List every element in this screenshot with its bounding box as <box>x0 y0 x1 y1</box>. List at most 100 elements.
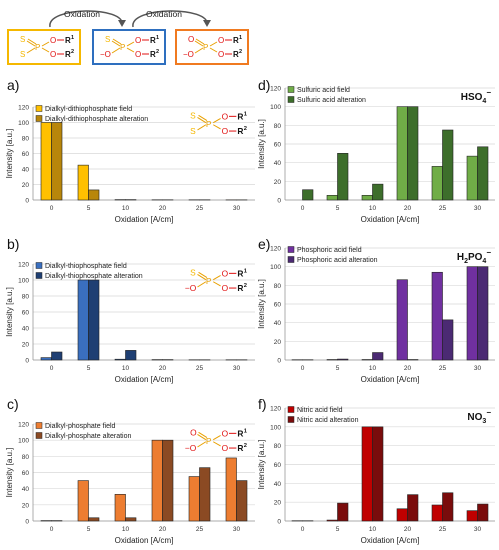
legend-entry: Sulfuric acid alteration <box>297 97 366 104</box>
chart-panel-a: a) 0 20 40 60 80 100 120 0 5 10 20 25 30 Oxidation [A/… <box>5 77 255 224</box>
panel-label: c) <box>7 396 19 412</box>
atom-label: R <box>237 126 243 136</box>
y-tick-label: 60 <box>274 462 282 469</box>
bar-b-s0-c2 <box>114 358 126 361</box>
bond-line <box>213 441 221 447</box>
bar-c-s0-c1 <box>77 480 89 522</box>
x-axis-title: Oxidation [A/cm] <box>115 375 174 384</box>
y-tick-label: 60 <box>274 142 282 149</box>
bar-a-s1-c0 <box>51 122 63 201</box>
legend-swatch <box>287 246 295 253</box>
y-tick-label: 100 <box>18 278 29 285</box>
y-tick-label: 80 <box>22 136 30 143</box>
y-tick-label: 80 <box>274 283 282 290</box>
bar-f-s0-c2 <box>361 426 373 522</box>
bar-c-s0-c4 <box>188 476 200 522</box>
y-tick-label: 20 <box>22 502 30 509</box>
legend: Sulfuric acid field Sulfuric acid alterat… <box>287 86 366 104</box>
y-tick-label: 20 <box>274 339 282 346</box>
chart-panel-e: e) 0 20 40 60 80 100 120 0 5 10 20 25 30 Oxidation [A/… <box>257 236 495 384</box>
x-tick-label: 25 <box>439 205 447 212</box>
atom-label: O <box>188 35 194 44</box>
x-tick-label: 25 <box>196 205 204 212</box>
formula-part: 4 <box>482 258 486 265</box>
ion-formula: HSO4− <box>461 88 492 105</box>
oxidation-arrow <box>49 10 123 28</box>
bond-line <box>209 41 218 47</box>
bar-a-s0-c0 <box>40 122 52 201</box>
bar-c-s0-c2 <box>114 494 126 522</box>
bond-line <box>112 38 122 45</box>
y-tick-label: 80 <box>274 123 282 130</box>
x-tick-label: 5 <box>87 205 91 212</box>
bar-b-s1-c2 <box>125 350 137 361</box>
atom-label: R <box>233 36 239 45</box>
y-tick-label: 100 <box>18 120 29 127</box>
bond-line <box>198 114 208 121</box>
y-tick-label: 100 <box>18 438 29 445</box>
x-tick-label: 30 <box>233 365 241 372</box>
bond-line <box>195 38 205 45</box>
chart-panel-f: f) 0 20 40 60 80 100 120 0 5 10 20 25 30 Oxidation [A/… <box>257 396 495 545</box>
atom-label: O <box>135 50 141 59</box>
ion-formula: NO3− <box>467 408 491 425</box>
atom-label: −O <box>183 50 194 59</box>
x-axis-title: Oxidation [A/cm] <box>115 536 174 545</box>
atom-label: O <box>218 50 224 59</box>
y-tick-label: 40 <box>274 481 282 488</box>
bond-line <box>41 41 50 47</box>
bar-c-s1-c2 <box>125 517 137 522</box>
x-tick-label: 0 <box>301 526 305 533</box>
bar-c-s1-c4 <box>199 467 211 522</box>
atom-label: R <box>233 50 239 59</box>
bar-f-s1-c5 <box>477 503 489 522</box>
atom-label: 2 <box>244 283 247 289</box>
atom-label: 2 <box>244 126 247 132</box>
atom-label: R <box>237 429 243 439</box>
panel-label: a) <box>7 77 19 93</box>
legend-entry: Dialkyl-dithiophosphate field <box>45 106 132 113</box>
bar-d-s0-c2 <box>361 195 373 201</box>
atom-label: P <box>206 119 212 129</box>
atom-label: R <box>150 50 156 59</box>
bond-line <box>198 431 208 438</box>
y-tick-label: 20 <box>274 500 282 507</box>
formula-part: 3 <box>482 418 486 425</box>
y-tick-label: 80 <box>274 443 282 450</box>
bar-f-s0-c1 <box>326 519 338 522</box>
x-tick-label: 5 <box>87 365 91 372</box>
x-tick-label: 0 <box>50 526 54 533</box>
legend: Phosphoric acid field Phosphoric acid alt… <box>287 246 378 264</box>
bond-line <box>213 281 221 287</box>
bar-f-s0-c5 <box>466 510 478 522</box>
atom-label: 2 <box>239 49 242 55</box>
y-tick-label: 0 <box>25 519 29 526</box>
legend-entry: Dialkyl-phosphate field <box>45 423 116 430</box>
legend-entry: Dialkyl-thiophosphate field <box>45 263 127 270</box>
panel-label: e) <box>258 236 270 252</box>
y-axis-title: Intensity [a.u.] <box>257 279 266 329</box>
legend-swatch <box>35 115 43 122</box>
legend: Dialkyl-phosphate field Dialkyl-phosphate… <box>35 422 131 440</box>
y-tick-label: 120 <box>18 105 29 112</box>
bar-d-s1-c1 <box>337 153 349 201</box>
y-tick-label: 20 <box>274 179 282 186</box>
bar-b-s0-c0 <box>40 357 52 361</box>
x-tick-label: 0 <box>50 205 54 212</box>
atom-label: 2 <box>156 49 159 55</box>
y-tick-label: 40 <box>22 486 30 493</box>
bar-d-s1-c5 <box>477 146 489 201</box>
x-tick-label: 10 <box>122 526 130 533</box>
atom-label: O <box>222 112 229 122</box>
x-tick-label: 25 <box>196 365 204 372</box>
legend: Dialkyl-thiophosphate field Dialkyl-thiop… <box>35 262 143 280</box>
bar-b-s0-c1 <box>77 279 89 361</box>
legend-entry: Sulfuric acid field <box>297 87 350 94</box>
formula-part: PO <box>468 252 483 263</box>
x-tick-label: 0 <box>50 365 54 372</box>
legend-entry: Dialkyl-dithiophosphate alteration <box>45 116 148 123</box>
x-tick-label: 20 <box>159 205 167 212</box>
y-tick-label: 100 <box>270 264 281 271</box>
bar-f-s1-c3 <box>407 494 419 522</box>
